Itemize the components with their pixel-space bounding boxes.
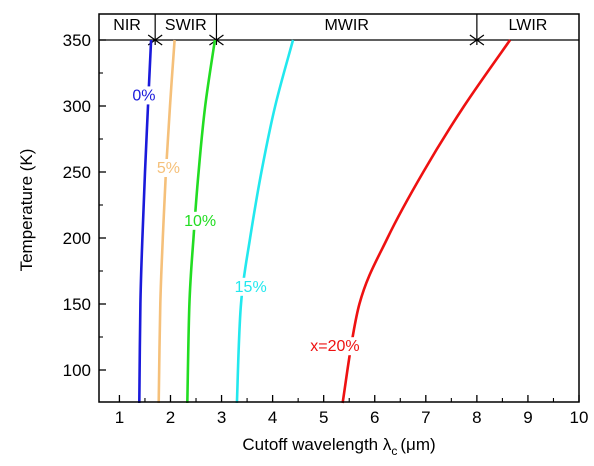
y-tick-label: 300 — [63, 97, 91, 116]
series-line — [157, 39, 176, 404]
x-tick-label: 2 — [166, 408, 175, 427]
series-label: 0% — [132, 87, 155, 104]
band-label: NIR — [113, 17, 141, 34]
plot-frame — [98, 13, 580, 403]
x-tick-label: 9 — [523, 408, 532, 427]
y-axis: 100 150 200 250 300 350 — [63, 31, 106, 380]
series-label-background — [157, 159, 180, 177]
x-tick-label: 7 — [421, 408, 430, 427]
band-label: MWIR — [324, 17, 368, 34]
y-tick-label: 200 — [63, 229, 91, 248]
series-label: 10% — [184, 213, 216, 230]
x-tick-label: 3 — [217, 408, 226, 427]
x-tick-label: 1 — [115, 408, 124, 427]
y-tick-label: 350 — [63, 31, 91, 50]
x-tick-label: 10 — [570, 408, 589, 427]
series-label-background — [235, 277, 267, 296]
x-axis-title-unit: (μm) — [400, 435, 435, 454]
series-label-background — [184, 211, 216, 230]
series-label: 15% — [235, 279, 267, 296]
band-arrow-left — [215, 34, 224, 46]
x-axis-title-main: Cutoff wavelength λ — [242, 435, 391, 454]
series-line — [341, 39, 512, 404]
band-arrow-left — [475, 34, 485, 46]
band-label: SWIR — [165, 17, 207, 34]
x-axis-title-subscript: c — [391, 444, 397, 458]
spectral-bands: NIR SWIR MWIR LWIR — [99, 14, 579, 46]
series-label-background — [132, 86, 155, 105]
band-arrow-left — [154, 34, 163, 46]
y-tick-label: 250 — [63, 163, 91, 182]
x-tick-label: 4 — [268, 408, 277, 427]
x-axis: 1 2 3 4 5 6 7 8 9 10 — [115, 395, 589, 427]
plot-area: 0% 5% 10% 15% x=20% — [132, 39, 512, 404]
x-tick-label: 8 — [472, 408, 481, 427]
series-line — [186, 39, 217, 404]
x-tick-label: 6 — [370, 408, 379, 427]
series-label: 5% — [157, 160, 180, 177]
series-label: x=20% — [310, 338, 359, 355]
band-label: LWIR — [509, 17, 548, 34]
y-tick-label: 100 — [63, 361, 91, 380]
y-axis-title: Temperature (K) — [17, 149, 36, 272]
x-tick-label: 5 — [319, 408, 328, 427]
series-label-background — [310, 337, 360, 356]
series-line — [235, 39, 295, 404]
x-axis-title: Cutoff wavelength λc (μm) — [242, 435, 435, 458]
y-tick-label: 150 — [63, 295, 91, 314]
